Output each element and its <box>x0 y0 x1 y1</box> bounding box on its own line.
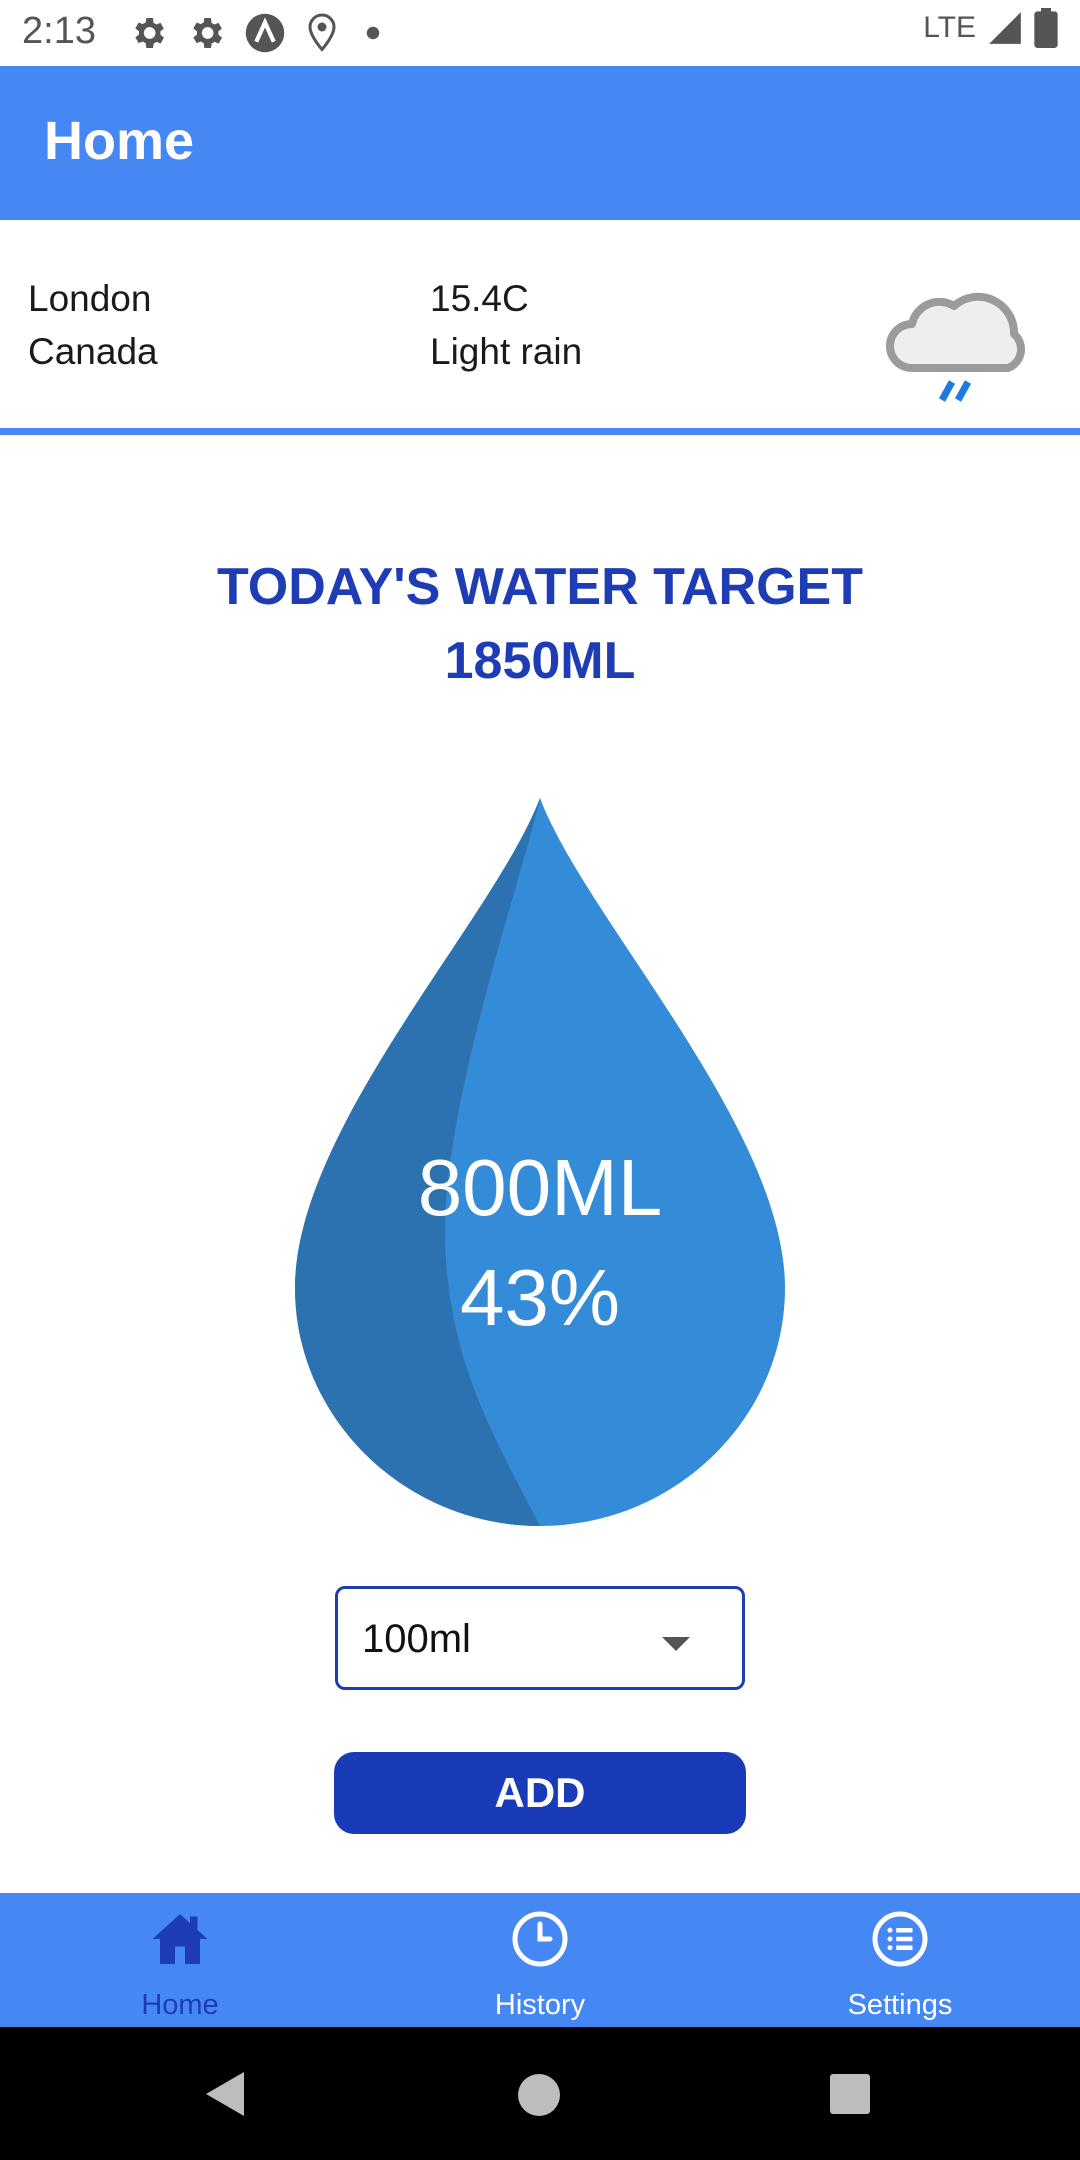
page-title: Home <box>44 111 195 171</box>
nav-label-settings: Settings <box>847 1989 953 2021</box>
amount-dropdown-value: 100ml <box>362 1617 471 1661</box>
home-icon <box>152 1914 208 1964</box>
app-logo-icon <box>245 13 285 53</box>
recents-icon[interactable] <box>828 2072 872 2116</box>
water-target-value: 1850ML <box>444 632 636 690</box>
water-target: TODAY'S WATER TARGET 1850ML <box>0 550 1080 698</box>
add-button[interactable]: ADD <box>334 1752 746 1834</box>
weather-city: London <box>28 278 152 319</box>
weather-temperature: 15.4C <box>430 278 529 319</box>
list-icon <box>872 1911 928 1967</box>
back-icon[interactable] <box>200 2068 250 2120</box>
drop-shade <box>295 798 540 1526</box>
water-drop-progress <box>295 798 785 1526</box>
nav-label-home: Home <box>141 1989 219 2021</box>
battery-icon <box>1034 8 1058 48</box>
network-type: LTE <box>923 11 976 44</box>
nav-label-history: History <box>494 1989 586 2021</box>
status-time: 2:13 <box>22 10 96 52</box>
weather-country: Canada <box>28 331 158 372</box>
weather-divider <box>0 428 1080 435</box>
app-bar <box>0 66 1080 220</box>
weather-condition: Light rain <box>430 331 583 372</box>
rain-cloud-icon <box>886 292 1026 402</box>
nav-item-home[interactable]: Home <box>0 1893 360 2027</box>
dot-icon <box>366 26 380 40</box>
water-target-label: TODAY'S WATER TARGET <box>216 558 864 616</box>
status-bar <box>0 0 1080 66</box>
home-circle-icon[interactable] <box>516 2072 562 2118</box>
nav-item-history[interactable]: History <box>360 1893 720 2027</box>
status-right: LTE <box>923 8 1058 48</box>
chevron-down-icon <box>662 1637 690 1651</box>
gear-icon <box>135 18 164 48</box>
nav-item-settings[interactable]: Settings <box>720 1893 1080 2027</box>
gear-icon <box>193 18 222 48</box>
location-pin-icon <box>308 13 336 52</box>
status-icons <box>128 12 388 54</box>
amount-dropdown[interactable]: 100ml <box>335 1586 745 1690</box>
clock-icon <box>512 1911 568 1967</box>
progress-amount: 800ML <box>417 1143 663 1232</box>
signal-icon <box>989 12 1021 44</box>
progress-percent: 43% <box>459 1253 621 1342</box>
